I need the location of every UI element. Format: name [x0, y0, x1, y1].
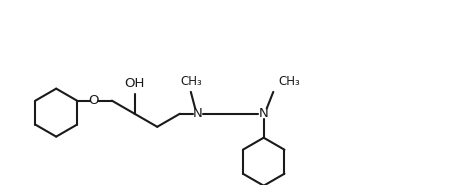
- Text: N: N: [259, 107, 269, 120]
- Text: OH: OH: [124, 77, 145, 90]
- Text: O: O: [88, 94, 99, 107]
- Text: CH₃: CH₃: [180, 75, 202, 88]
- Text: N: N: [192, 107, 202, 120]
- Text: CH₃: CH₃: [278, 75, 300, 88]
